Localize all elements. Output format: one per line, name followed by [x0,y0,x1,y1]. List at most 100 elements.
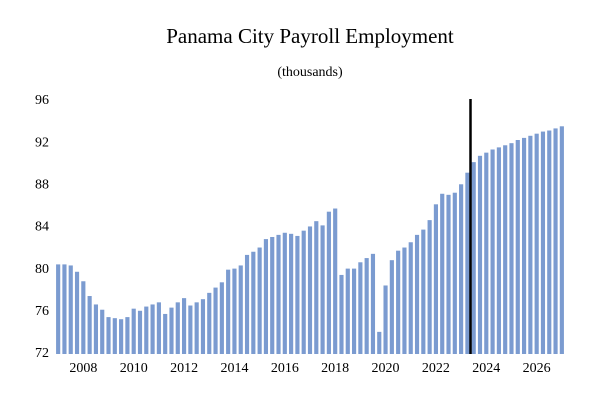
bar [213,287,218,354]
bar [150,304,155,354]
bar [547,130,552,354]
bar [156,302,161,354]
bar [521,137,527,354]
bar [232,268,237,354]
bar [87,296,92,354]
x-tick-label: 2014 [220,361,248,376]
bar [244,254,250,354]
bar [188,305,193,354]
bar [509,143,514,354]
bar [169,307,174,354]
bar [358,262,363,354]
bar [534,133,539,354]
x-tick-label: 2024 [472,361,500,376]
bar [370,253,376,354]
bar [257,247,262,354]
bar [62,264,67,354]
bar [515,140,520,354]
bar [56,264,61,354]
x-tick-label: 2008 [69,361,97,376]
bar [263,239,269,354]
bar [112,318,117,354]
bar [276,234,281,354]
bar [282,232,287,354]
bar [194,302,199,354]
bar [251,251,256,354]
bar [465,172,470,354]
bar [119,319,124,354]
bar [307,226,313,354]
bar [351,268,357,354]
bar [345,268,350,354]
x-tick-label: 2020 [372,361,400,376]
x-tick-label: 2026 [523,361,551,376]
bar [270,236,275,354]
bar [452,192,457,354]
bar [326,211,331,354]
bar [68,265,73,354]
bar [314,221,319,354]
bar [459,184,464,354]
y-tick-label: 96 [35,93,49,108]
bar [93,304,99,354]
bar [200,299,206,354]
bar [421,229,426,354]
y-tick-label: 88 [35,178,49,193]
bar [389,260,394,354]
bar [490,149,495,354]
bar [144,306,149,354]
bar [414,234,420,354]
bar [181,298,187,354]
bar [219,282,224,354]
bar [496,147,501,354]
bar [320,225,325,354]
bar [137,310,143,354]
bar [81,281,86,354]
bar [402,247,407,354]
bar [333,208,338,354]
bar [427,220,432,354]
bar [440,193,445,354]
bar [484,152,489,354]
bar [301,230,306,354]
x-tick-label: 2018 [321,361,349,376]
bar [377,331,382,354]
bar [238,265,243,354]
x-tick-label: 2012 [170,361,198,376]
x-tick-label: 2010 [120,361,148,376]
chart-title: Panama City Payroll Employment [166,24,454,48]
bar [396,250,401,354]
x-tick-label: 2022 [422,361,450,376]
bar [207,292,212,354]
bar [295,235,300,354]
y-tick-label: 80 [35,262,49,277]
bar [339,274,344,354]
bar [408,242,413,354]
bar [125,317,130,354]
bar [289,233,294,354]
bar [100,309,105,354]
bar [383,285,388,354]
bar [446,194,451,354]
y-tick-label: 84 [35,220,49,235]
y-tick-label: 92 [35,135,49,150]
bar [131,308,136,354]
bar [528,135,533,354]
bar [553,128,558,354]
bar [226,269,231,354]
bar [559,126,564,354]
bar [74,271,80,354]
y-tick-label: 76 [35,304,49,319]
chart-subtitle: (thousands) [277,65,343,80]
bar [503,145,508,354]
x-tick-label: 2016 [271,361,299,376]
bar [433,204,439,354]
bar [175,302,180,354]
bar [106,317,111,354]
bar [471,162,476,354]
bar [163,313,168,354]
bar [477,155,483,354]
y-tick-label: 72 [35,346,49,361]
bar [540,131,546,354]
